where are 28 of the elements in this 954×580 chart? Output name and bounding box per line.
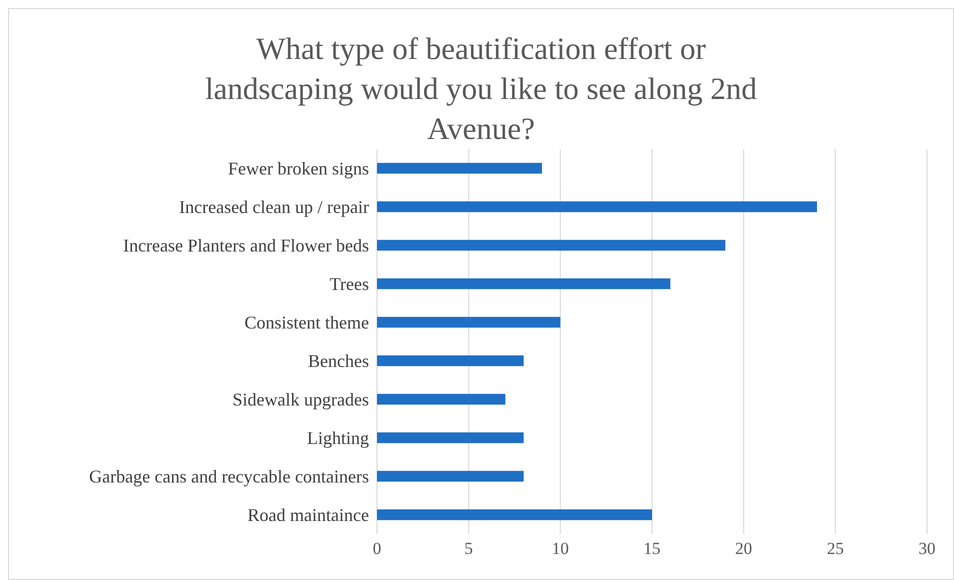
bar	[377, 509, 652, 520]
y-tick-label: Sidewalk upgrades	[232, 390, 369, 410]
y-tick-label: Lighting	[307, 428, 369, 448]
bar	[377, 394, 506, 405]
bar	[377, 470, 524, 482]
x-tick-label: 25	[826, 539, 844, 558]
x-tick-label: 30	[918, 539, 936, 558]
y-tick-label: Benches	[308, 351, 369, 372]
bar	[377, 240, 726, 251]
bar	[377, 278, 670, 290]
chart-title: What type of beautification effort or landscaping would you like to see along 2nd Avenue?	[204, 30, 758, 146]
x-tick-label: 0	[372, 539, 382, 558]
y-tick-label: Increased clean up / repair	[179, 197, 370, 218]
x-tick-label: 5	[464, 539, 473, 558]
y-tick-label: Increase Planters and Flower beds	[123, 236, 369, 256]
bar	[377, 201, 817, 212]
x-tick-label: 20	[735, 539, 752, 558]
y-tick-label: Garbage cans and recycable containers	[89, 466, 369, 487]
y-tick-label: Fewer broken signs	[228, 158, 369, 179]
bar	[377, 162, 542, 174]
x-tick-label: 15	[644, 539, 660, 558]
bar	[377, 432, 524, 444]
y-tick-label: Trees	[330, 274, 369, 294]
bar	[377, 316, 560, 328]
x-tick-label: 10	[552, 539, 569, 558]
y-tick-label: Consistent theme	[244, 312, 369, 333]
bar	[377, 355, 524, 366]
y-tick-label: Road maintaince	[248, 505, 369, 526]
